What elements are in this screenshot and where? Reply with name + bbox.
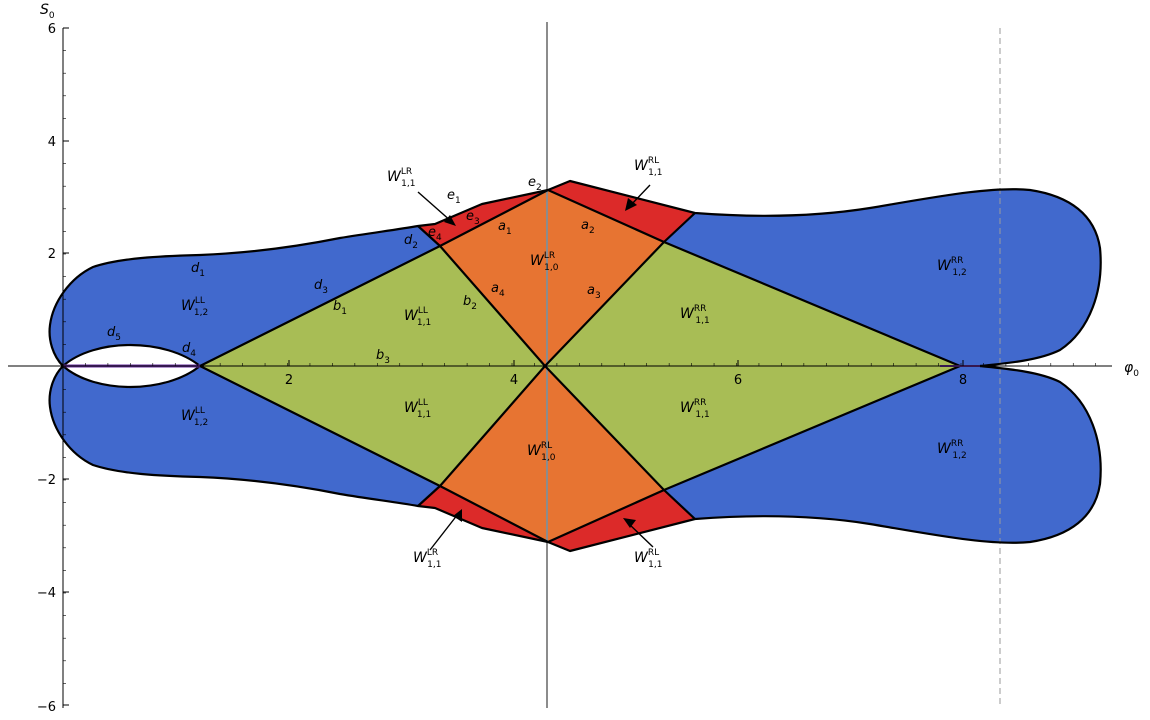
outline-upper (48, 179, 1102, 368)
edge-label-a2: a2 (581, 218, 595, 236)
arrowhead (623, 518, 636, 528)
edge-labels: a1 a2 a3 a4 b1 b2 b3 d1 d2 d3 d4 d5 e1 e… (107, 175, 601, 366)
edge-label-b1: b1 (333, 299, 347, 317)
arrow-LR11-lower (429, 513, 459, 551)
y-tick-label: −6 (37, 700, 56, 715)
y-tick-label: 4 (48, 135, 56, 150)
edge-label-e4: e4 (428, 225, 442, 243)
arrow-LR11-upper (417, 191, 453, 223)
region-label-RL11-lower: WRL 1,1 (634, 548, 662, 570)
region-label-LL11-upper: WLL 1,1 (404, 306, 431, 328)
region-label-LR11-lower: WLR 1,1 (413, 548, 441, 570)
arrow-RL11-lower (627, 522, 654, 548)
outline-lower-inner (417, 484, 696, 544)
edge-label-e2: e2 (528, 175, 542, 193)
region-LL11-upper (200, 246, 545, 366)
edge-label-b2: b2 (463, 294, 477, 312)
x-axis-title: φ0 (1124, 360, 1139, 379)
y-axis-title: S0 (40, 2, 55, 21)
x-tick-label: 6 (734, 373, 742, 388)
edge-label-a1: a1 (498, 219, 512, 237)
region-RL11-upper (548, 181, 695, 242)
annotation-arrows (417, 184, 654, 551)
x-tick-label: 4 (510, 373, 518, 388)
arrowhead (453, 509, 462, 522)
edge-label-d2: d2 (404, 233, 418, 251)
region-label-RR11-upper: WRR 1,1 (680, 304, 710, 326)
x-axis-minor-ticks (85, 363, 1096, 366)
region-label-LL12-lower: WLL 1,2 (181, 406, 208, 428)
edge-label-d5: d5 (107, 325, 121, 343)
y-tick-label: −4 (37, 586, 56, 601)
x-tick-label: 2 (285, 373, 293, 388)
region-LR11-lower (418, 486, 548, 542)
region-label-LL11-lower: WLL 1,1 (404, 398, 431, 420)
arrowhead (625, 198, 637, 211)
region-label-LL12-upper: WLL 1,2 (181, 296, 208, 318)
region-RL10 (440, 366, 664, 542)
axes: 2 4 6 8 6 4 2 −2 −4 −6 S0 φ0 (8, 2, 1139, 715)
region-label-RL10: WRL 1,0 (527, 441, 556, 463)
edge-label-a4: a4 (491, 281, 505, 299)
outline-upper-inner (417, 188, 696, 248)
region-labels: WLL 1,2 WLL 1,1 WLR 1,0 WRR 1,1 WRR 1,2 WLL 1,… (181, 156, 967, 570)
y-tick-label: −2 (37, 473, 56, 488)
edge-label-b3: b3 (376, 348, 390, 366)
red-corner-regions (418, 181, 695, 551)
x-tick-label: 8 (959, 373, 967, 388)
region-label-RR11-lower: WRR 1,1 (680, 398, 710, 420)
orange-center-regions (440, 190, 664, 542)
edge-label-d1: d1 (191, 261, 205, 279)
edge-label-e3: e3 (466, 209, 480, 227)
y-tick-label: 2 (48, 247, 56, 262)
region-LL11-lower (200, 366, 545, 486)
region-label-RR12-upper: WRR 1,2 (937, 256, 967, 278)
outline-lower (48, 364, 1102, 553)
region-label-LR11-upper: WLR 1,1 (387, 167, 415, 189)
edge-label-d4: d4 (182, 341, 196, 359)
region-label-LR10: WLR 1,0 (530, 251, 559, 273)
region-label-RR12-lower: WRR 1,2 (937, 439, 967, 461)
region-label-RL11-upper: WRL 1,1 (634, 156, 662, 178)
region-RL11-lower (548, 490, 695, 551)
edge-label-e1: e1 (447, 188, 461, 206)
region-RR11-upper (545, 242, 960, 366)
edge-label-d3: d3 (314, 278, 328, 296)
arrowhead (444, 215, 456, 226)
y-tick-label: 6 (48, 22, 56, 37)
region-LR11-upper (418, 190, 548, 246)
region-RR11-lower (545, 366, 960, 490)
region-LR10 (440, 190, 664, 366)
green-middle-regions (200, 242, 960, 490)
edge-label-a3: a3 (587, 283, 601, 301)
